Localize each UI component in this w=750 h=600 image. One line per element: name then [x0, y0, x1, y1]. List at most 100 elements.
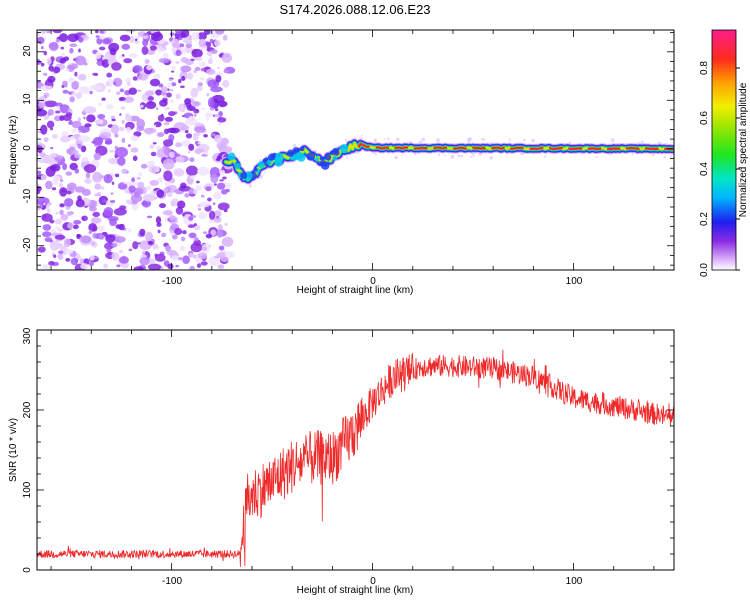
noise-blob: [156, 47, 165, 53]
noise-blob: [119, 88, 125, 93]
noise-blob: [121, 54, 125, 57]
noise-blob: [206, 51, 213, 57]
noise-blob: [77, 143, 83, 150]
noise-blob: [123, 58, 133, 64]
noise-blob: [96, 192, 102, 197]
noise-blob: [41, 46, 44, 50]
noise-blob: [37, 170, 42, 175]
noise-blob: [78, 36, 84, 43]
spectrogram-frame: [36, 29, 675, 271]
noise-blob: [116, 91, 121, 96]
spectrogram-ytick-label: 0: [22, 145, 33, 151]
noise-blob: [224, 222, 228, 227]
ridge-blob: [240, 172, 248, 180]
noise-blob: [106, 104, 114, 110]
noise-blob: [146, 215, 153, 219]
noise-blob: [118, 54, 123, 59]
noise-speck: [444, 154, 447, 157]
noise-blob: [89, 229, 92, 234]
noise-blob: [173, 168, 185, 177]
noise-blob: [200, 67, 206, 72]
noise-blob: [95, 35, 100, 38]
noise-blob: [47, 112, 51, 116]
noise-speck: [470, 155, 473, 158]
noise-blob: [113, 208, 127, 216]
noise-speck: [360, 134, 363, 137]
noise-blob: [195, 108, 199, 112]
noise-blob: [152, 142, 157, 145]
noise-blob: [49, 240, 60, 251]
noise-speck: [345, 138, 348, 142]
noise-blob: [103, 174, 113, 184]
noise-blob: [167, 263, 174, 270]
noise-blob: [168, 111, 176, 117]
noise-blob: [125, 126, 132, 133]
noise-blob: [166, 127, 177, 133]
noise-blob: [90, 217, 102, 224]
noise-blob: [110, 192, 114, 195]
noise-blob: [196, 85, 203, 92]
noise-blob: [130, 147, 139, 153]
noise-blob: [129, 36, 135, 43]
spectrogram-ticks: [37, 30, 674, 270]
noise-blob: [218, 245, 225, 251]
noise-blob: [50, 70, 54, 73]
spectrogram-ytick-label: -20: [22, 237, 33, 252]
noise-blob: [83, 164, 97, 173]
noise-blob: [174, 228, 183, 235]
noise-blob: [221, 236, 234, 247]
noise-blob: [193, 69, 198, 74]
noise-blob: [223, 69, 229, 74]
noise-blob: [37, 156, 51, 164]
noise-speck: [421, 137, 426, 142]
ridge-blob: [268, 153, 276, 161]
noise-blob: [162, 158, 175, 170]
snr-series-line: [37, 349, 674, 567]
noise-blob: [217, 182, 226, 190]
noise-blob: [178, 257, 183, 261]
noise-speck: [482, 138, 486, 141]
noise-blob: [206, 68, 216, 75]
noise-blob: [201, 246, 208, 252]
noise-blob: [180, 182, 187, 189]
noise-blob: [70, 257, 79, 266]
noise-blob: [141, 35, 149, 39]
noise-blob: [169, 88, 174, 92]
noise-blob: [143, 127, 157, 134]
snr-y-axis-label: SNR (10 * v/v): [8, 418, 19, 482]
noise-blob: [169, 151, 175, 159]
noise-blob: [61, 189, 65, 193]
noise-blob: [57, 253, 64, 260]
noise-blob: [158, 83, 164, 88]
noise-blob: [182, 255, 190, 264]
noise-blob: [66, 190, 72, 195]
noise-blob: [189, 265, 195, 270]
noise-blob: [46, 120, 55, 129]
snr-ytick-label: 200: [22, 401, 33, 418]
noise-blob: [197, 141, 202, 145]
noise-blob: [200, 261, 208, 266]
noise-blob: [180, 85, 185, 89]
noise-blob: [60, 46, 65, 50]
noise-blob: [139, 257, 150, 266]
chart-title: S174.2026.088.12.06.E23: [279, 2, 430, 17]
noise-blob: [223, 209, 228, 212]
noise-blob: [163, 187, 169, 192]
noise-blob: [201, 47, 205, 51]
noise-blob: [162, 52, 169, 59]
noise-blob: [205, 184, 208, 188]
noise-blob: [114, 133, 119, 138]
noise-blob: [210, 174, 219, 184]
noise-blob: [48, 65, 54, 72]
noise-blob: [111, 181, 115, 185]
noise-blob: [113, 81, 116, 86]
noise-blob: [201, 194, 205, 198]
noise-blob: [207, 79, 220, 88]
noise-blob: [74, 71, 78, 77]
ridge-blob: [319, 156, 325, 162]
noise-blob: [68, 77, 75, 83]
noise-blob: [52, 134, 58, 139]
ridge-blob: [253, 167, 258, 172]
noise-speck: [508, 138, 511, 141]
noise-blob: [125, 77, 131, 84]
